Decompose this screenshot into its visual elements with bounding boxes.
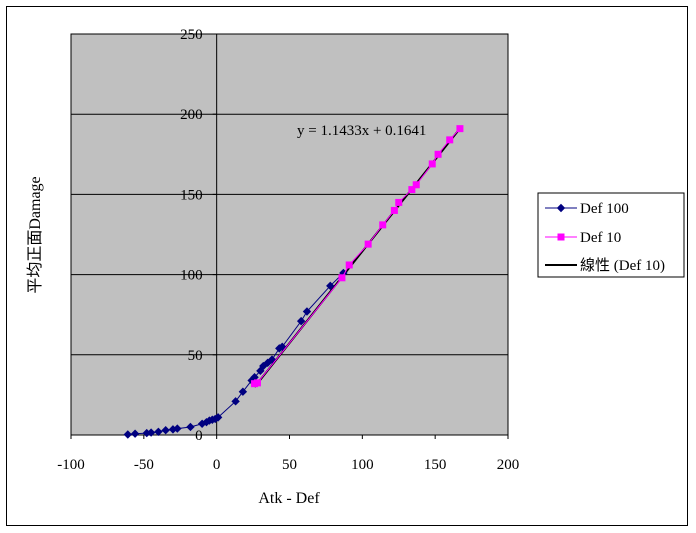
y-tick-label: 150 [180, 187, 203, 203]
x-tick-label: -50 [134, 457, 154, 473]
y-axis-title: 平均正面Damage [26, 176, 44, 293]
data-point [154, 427, 163, 436]
data-point [238, 387, 248, 396]
x-tick-label: 0 [213, 457, 221, 473]
y-tick-label: 250 [180, 27, 203, 43]
data-point [296, 316, 306, 326]
data-point [123, 430, 133, 439]
data-point [186, 422, 195, 432]
legend-item-def-10: Def 10 [545, 230, 621, 246]
x-axis-title: Atk - Def [258, 490, 320, 507]
data-point [395, 198, 403, 206]
data-point [161, 425, 170, 435]
x-tick-label: -100 [57, 457, 85, 473]
legend-item-trendline: 線性 (Def 10) [545, 257, 665, 274]
series-group [123, 125, 464, 439]
tick-labels: 0 50 100 150 200 250 -100 -50 0 50 100 150 200 [57, 27, 519, 473]
data-point [338, 274, 346, 282]
data-point [302, 307, 312, 316]
x-tick-label: 50 [282, 457, 297, 473]
y-tick-label: 100 [180, 268, 203, 284]
legend-label: Def 100 [580, 201, 629, 217]
data-point [256, 366, 265, 376]
legend-label: Def 10 [580, 230, 621, 246]
data-point [146, 428, 156, 437]
legend-marker [556, 203, 566, 213]
series-def-10 [251, 125, 464, 388]
data-point [379, 221, 387, 229]
plot-area [70, 33, 509, 436]
x-tick-label: 200 [497, 457, 520, 473]
data-point [278, 342, 287, 351]
data-point [253, 379, 261, 387]
data-point [130, 429, 140, 438]
data-point [434, 150, 442, 158]
legend-swatch-marker [556, 203, 566, 213]
legend-item-def-100: Def 100 [545, 201, 629, 217]
x-tick-label: 150 [424, 457, 447, 473]
legend-marker [557, 233, 565, 241]
data-point [345, 261, 353, 269]
data-point [390, 206, 398, 214]
data-point [326, 281, 335, 291]
legend-swatch-marker [557, 233, 565, 241]
y-tick-label: 0 [195, 428, 203, 444]
y-tick-label: 50 [188, 348, 203, 364]
data-point [446, 136, 454, 144]
legend: Def 100 Def 10 線性 (Def 10) [537, 192, 685, 278]
data-point [213, 413, 223, 422]
data-point [408, 186, 416, 194]
data-point [267, 355, 277, 364]
x-tick-label: 100 [351, 457, 374, 473]
data-point [231, 397, 240, 406]
data-point [428, 160, 436, 168]
data-point [364, 240, 372, 248]
data-point [173, 424, 182, 433]
y-tick-label: 200 [180, 107, 203, 123]
legend-label: 線性 (Def 10) [580, 257, 665, 274]
data-point [412, 181, 420, 189]
gridlines [71, 33, 508, 356]
trendline-equation: y = 1.1433x + 0.1641 [297, 123, 426, 139]
data-point [456, 125, 464, 133]
